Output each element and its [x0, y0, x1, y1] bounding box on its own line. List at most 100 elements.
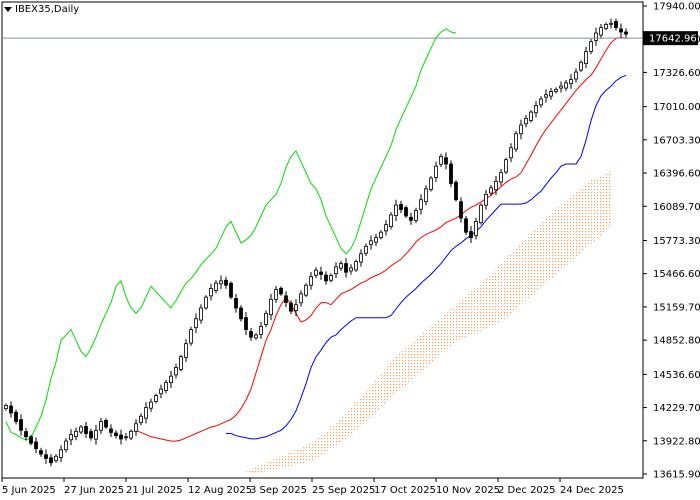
candle: [74, 427, 78, 441]
candle: [569, 74, 573, 89]
candlesticks: [4, 18, 628, 467]
candle: [454, 180, 458, 202]
candle: [529, 110, 533, 123]
y-tick-label: 17940.00: [653, 2, 700, 13]
candle: [414, 207, 418, 224]
candle: [584, 46, 588, 69]
candle: [84, 421, 88, 439]
candle: [324, 271, 328, 285]
kijun-line: [226, 74, 627, 440]
candle: [214, 280, 218, 294]
x-tick-label: 27 Jun 2025: [64, 485, 124, 496]
candle: [289, 300, 293, 315]
candle: [329, 273, 333, 283]
x-tick-label: 10 Nov 2025: [436, 485, 500, 496]
candle: [294, 299, 298, 316]
candle: [54, 454, 58, 463]
dropdown-arrow-icon[interactable]: [4, 7, 12, 12]
candle: [464, 215, 468, 236]
candle: [24, 427, 28, 441]
candle: [149, 398, 153, 412]
candle: [34, 437, 38, 454]
candle: [354, 259, 358, 272]
candle: [279, 286, 283, 296]
x-tick-label: 21 Jul 2025: [126, 485, 183, 496]
candle: [19, 414, 23, 436]
candle: [44, 449, 48, 464]
candle: [109, 424, 113, 437]
y-tick-label: 15159.70: [653, 302, 700, 313]
candle: [39, 447, 43, 457]
candle: [349, 264, 353, 275]
candle: [564, 80, 568, 91]
candle: [484, 189, 488, 210]
candle: [409, 212, 413, 225]
candle: [479, 203, 483, 225]
candle: [144, 402, 148, 424]
candle: [524, 114, 528, 128]
candle: [269, 293, 273, 321]
y-tick-label: 15773.30: [653, 236, 700, 247]
candle: [459, 197, 463, 223]
candle: [389, 212, 393, 230]
candle: [59, 445, 63, 463]
candle: [439, 153, 443, 168]
candle: [339, 260, 343, 271]
candle: [184, 339, 188, 362]
chikou-line: [5, 28, 457, 441]
candle: [104, 418, 108, 429]
candle: [194, 313, 198, 334]
candle: [559, 81, 563, 93]
ichimoku-cloud: [246, 170, 611, 474]
candle: [164, 379, 168, 394]
candle: [274, 285, 278, 303]
candle: [259, 321, 263, 339]
candle: [504, 157, 508, 174]
candle: [114, 430, 118, 439]
y-tick-label: 17326.60: [653, 68, 700, 79]
candle: [594, 27, 598, 46]
candle: [264, 310, 268, 328]
x-tick-label: 5 Jun 2025: [2, 485, 56, 496]
chart-title: IBEX35,Daily: [4, 4, 79, 15]
candle: [429, 176, 433, 192]
candle: [494, 175, 498, 196]
y-tick-label: 14852.80: [653, 336, 700, 347]
y-tick-label: 14536.60: [653, 370, 700, 381]
candle: [539, 96, 543, 108]
candle: [154, 393, 158, 404]
candle: [424, 185, 428, 206]
candle: [514, 130, 518, 152]
indicator-lines: [5, 28, 627, 442]
x-tick-label: 3 Sep 2025: [250, 485, 307, 496]
candle: [129, 429, 133, 441]
x-tick-label: 12 Aug 2025: [188, 485, 252, 496]
y-tick-label: 16396.60: [653, 169, 700, 180]
y-tick-label: 14229.70: [653, 403, 700, 414]
candle: [404, 205, 408, 218]
candle: [9, 401, 13, 418]
candle: [89, 428, 93, 441]
candle: [249, 327, 253, 341]
candle: [124, 433, 128, 441]
candle: [159, 384, 163, 399]
candle: [394, 199, 398, 221]
candle: [469, 226, 473, 244]
candle: [579, 60, 583, 73]
candle: [449, 160, 453, 188]
candle: [119, 429, 123, 445]
candle: [174, 363, 178, 379]
candle: [49, 454, 53, 467]
candle: [374, 233, 378, 246]
candle: [209, 283, 213, 301]
x-tick-label: 2 Dec 2025: [498, 485, 556, 496]
y-tick-label: 17010.00: [653, 102, 700, 113]
tenkan-line: [135, 36, 627, 442]
candle: [399, 200, 403, 214]
cloud-area: [246, 170, 611, 474]
candle: [244, 312, 248, 336]
candle: [369, 235, 373, 250]
candle: [499, 168, 503, 186]
